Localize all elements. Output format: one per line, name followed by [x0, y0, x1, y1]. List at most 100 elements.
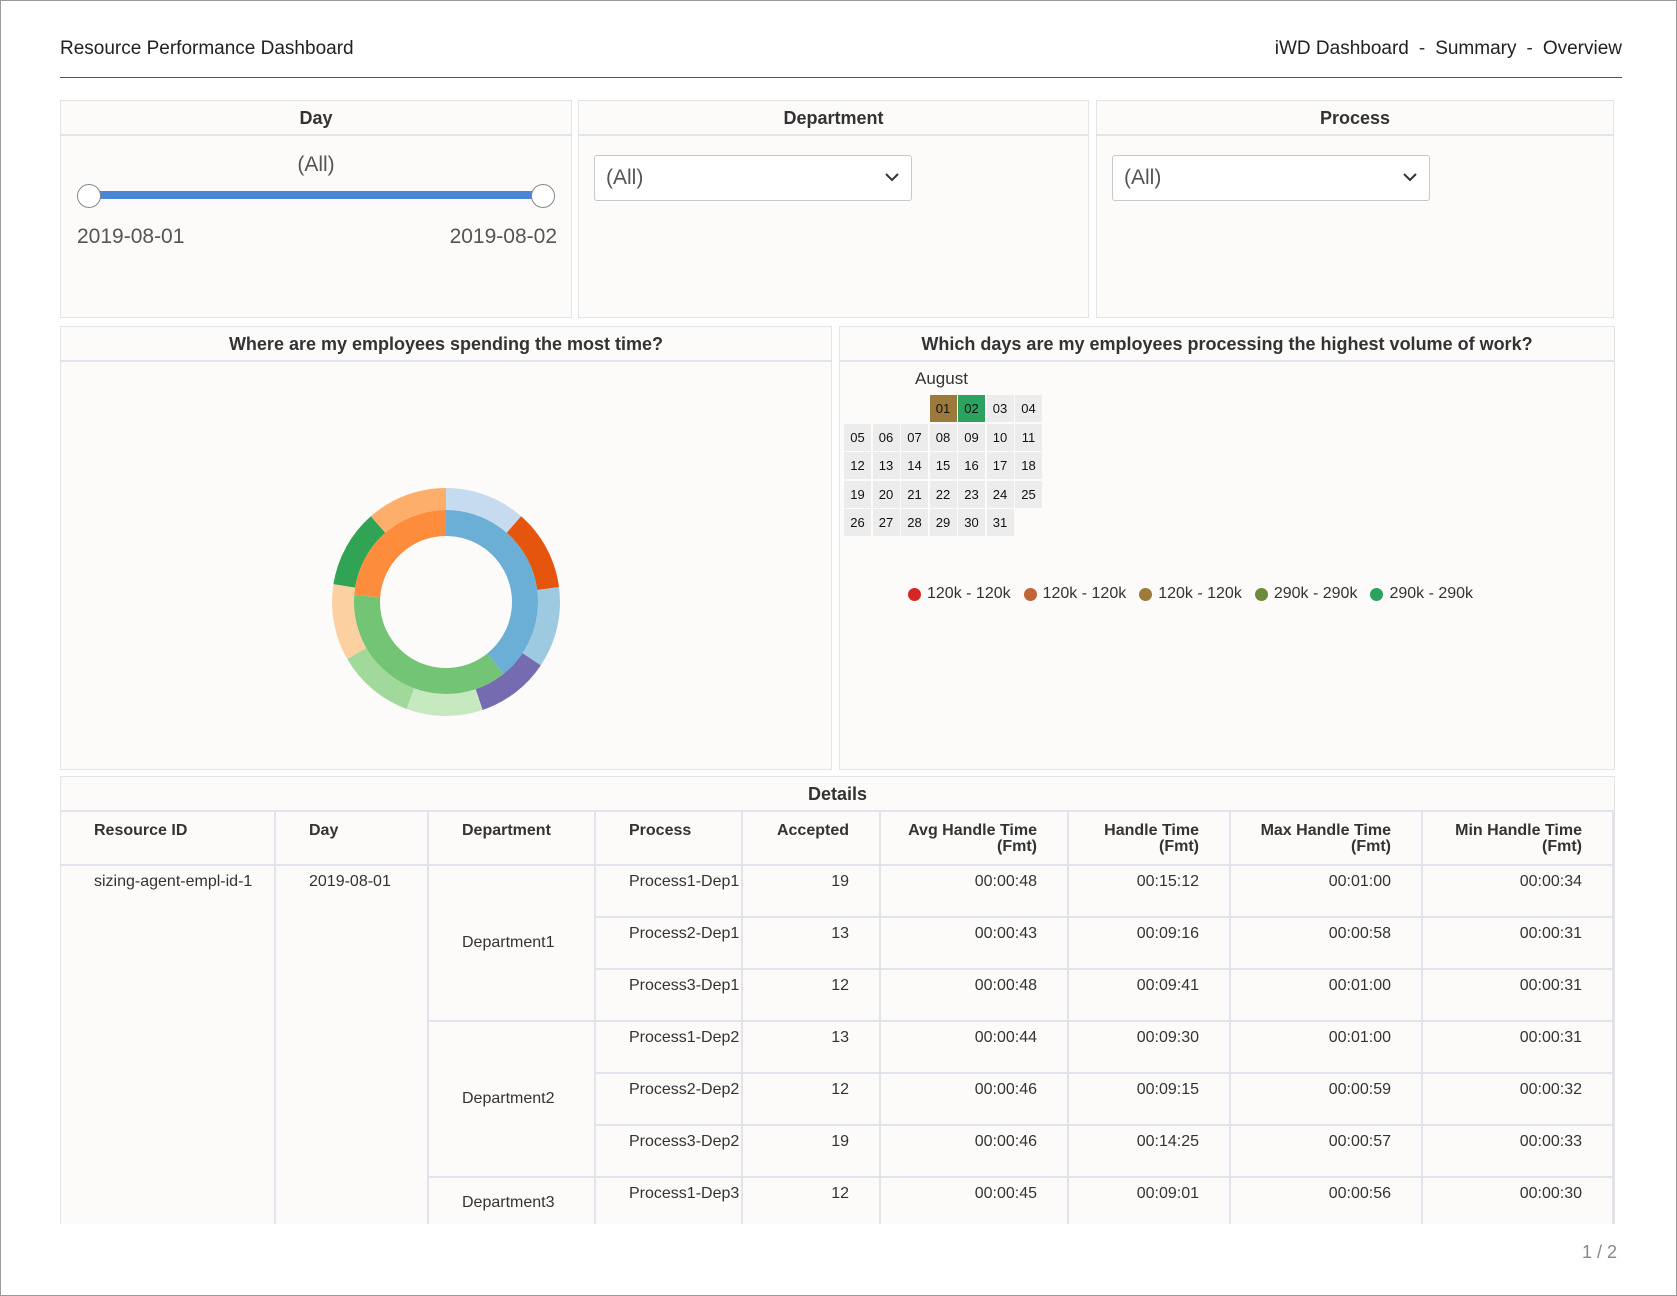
avg-handle-time-cell: 00:00:45 — [880, 1177, 1069, 1224]
volume-calendar-title: Which days are my employees processing t… — [840, 327, 1614, 362]
crumb-summary[interactable]: Summary — [1435, 38, 1517, 59]
calendar-month-label: August — [915, 369, 968, 388]
legend-item[interactable]: 120k - 120k — [1023, 585, 1126, 603]
calendar-day-cell[interactable]: 05 — [844, 423, 871, 451]
donut-inner-slice[interactable] — [354, 510, 446, 598]
crumb-separator: - — [1526, 38, 1533, 59]
legend-label: 120k - 120k — [927, 585, 1011, 602]
calendar-day-cell[interactable]: 09 — [958, 423, 985, 451]
calendar-day-cell[interactable]: 23 — [958, 480, 985, 508]
legend-item[interactable]: 120k - 120k — [1139, 585, 1242, 603]
accepted-cell: 19 — [742, 1125, 881, 1178]
max-handle-time-cell: 00:00:58 — [1230, 917, 1423, 970]
crumb-overview[interactable]: Overview — [1542, 38, 1622, 59]
column-header[interactable]: Min Handle Time (Fmt) — [1422, 812, 1614, 866]
calendar-day-cell[interactable]: 25 — [1015, 480, 1042, 508]
donut-outer-slice[interactable] — [333, 516, 386, 588]
department-select[interactable]: (All) — [594, 155, 912, 201]
accepted-cell: 19 — [742, 865, 881, 918]
day-filter-panel: Day (All) 2019-08-01 2019-08-02 — [60, 100, 572, 318]
legend-swatch — [1023, 587, 1037, 601]
legend-item[interactable]: 290k - 290k — [1370, 585, 1473, 603]
max-handle-time-cell: 00:00:56 — [1230, 1177, 1423, 1224]
donut-outer-slice[interactable] — [370, 488, 446, 533]
calendar-day-cell[interactable]: 22 — [929, 480, 957, 508]
process-select[interactable]: (All) — [1112, 155, 1430, 201]
legend-label: 120k - 120k — [1158, 585, 1242, 602]
calendar-day-cell[interactable]: 21 — [901, 480, 928, 508]
donut-inner-slice[interactable] — [446, 510, 539, 674]
donut-outer-slice[interactable] — [331, 584, 367, 659]
donut-outer-slice[interactable] — [446, 488, 522, 533]
donut-outer-slice[interactable] — [347, 648, 415, 709]
process-cell: Process3-Dep1 — [595, 969, 743, 1022]
donut-outer-slice[interactable] — [506, 516, 560, 590]
calendar-day-cell[interactable]: 31 — [986, 509, 1014, 536]
column-header[interactable]: Department — [428, 812, 596, 866]
process-filter-panel: Process (All) — [1096, 100, 1614, 318]
column-header[interactable]: Process — [595, 812, 743, 866]
max-handle-time-cell: 00:01:00 — [1230, 969, 1423, 1022]
calendar-day-cell[interactable]: 26 — [844, 509, 871, 536]
avg-handle-time-cell: 00:00:44 — [880, 1021, 1069, 1074]
calendar-day-cell[interactable]: 14 — [901, 452, 928, 479]
day-slider-max-handle[interactable] — [531, 184, 555, 208]
process-cell: Process1-Dep1 — [595, 865, 743, 918]
day-filter-title: Day — [61, 101, 571, 136]
calendar-day-cell[interactable]: 02 — [958, 395, 985, 422]
calendar-day-cell[interactable]: 20 — [872, 480, 900, 508]
calendar-day-cell[interactable]: 01 — [929, 395, 957, 422]
details-panel: Details Resource ID Day Department Proce… — [60, 776, 1615, 1224]
process-cell: Process3-Dep2 — [595, 1125, 743, 1178]
calendar-day-cell[interactable]: 28 — [901, 509, 928, 536]
calendar-day-cell[interactable]: 06 — [872, 423, 900, 451]
donut-outer-slice[interactable] — [406, 688, 483, 716]
calendar-day-cell[interactable]: 30 — [958, 509, 985, 536]
process-cell: Process2-Dep1 — [595, 917, 743, 970]
calendar-day-cell[interactable]: 15 — [929, 452, 957, 479]
calendar-day-cell[interactable]: 04 — [1015, 395, 1042, 422]
donut-outer-slice[interactable] — [522, 587, 560, 666]
accepted-cell: 12 — [742, 969, 881, 1022]
legend-swatch — [908, 587, 921, 601]
column-header[interactable]: Accepted — [742, 812, 881, 866]
column-header[interactable]: Handle Time (Fmt) — [1068, 812, 1231, 866]
avg-handle-time-cell: 00:00:46 — [880, 1125, 1069, 1178]
handle-time-cell: 00:15:12 — [1068, 865, 1231, 918]
day-slider-track[interactable] — [89, 191, 545, 199]
column-header[interactable]: Resource ID — [61, 812, 276, 866]
min-handle-time-cell: 00:00:32 — [1422, 1073, 1614, 1126]
calendar-day-cell[interactable]: 11 — [1015, 423, 1042, 451]
day-slider-min-handle[interactable] — [77, 184, 101, 208]
legend-item[interactable]: 120k - 120k — [908, 585, 1011, 603]
calendar-day-cell[interactable]: 16 — [958, 452, 985, 479]
calendar-day-cell[interactable]: 27 — [872, 509, 900, 536]
details-title: Details — [61, 777, 1614, 812]
calendar-day-cell[interactable]: 03 — [986, 395, 1014, 422]
calendar-day-cell[interactable]: 07 — [901, 423, 928, 451]
column-header[interactable]: Day — [275, 812, 429, 866]
donut-inner-slice[interactable] — [354, 595, 504, 694]
calendar-day-cell[interactable]: 10 — [986, 423, 1014, 451]
legend-label: 290k - 290k — [1273, 585, 1358, 602]
volume-calendar-panel: Which days are my employees processing t… — [839, 326, 1615, 770]
calendar-day-cell[interactable]: 19 — [844, 480, 871, 508]
min-handle-time-cell: 00:00:33 — [1422, 1125, 1614, 1178]
calendar-day-cell[interactable]: 17 — [986, 452, 1014, 479]
calendar-day-cell[interactable]: 13 — [872, 452, 900, 479]
column-header[interactable]: Max Handle Time (Fmt) — [1230, 812, 1423, 866]
calendar-day-cell[interactable]: 12 — [844, 452, 871, 479]
calendar-day-cell[interactable]: 18 — [1015, 452, 1042, 479]
column-header[interactable]: Avg Handle Time (Fmt) — [880, 812, 1069, 866]
calendar-day-cell[interactable]: 08 — [929, 423, 957, 451]
table-row: Process2-Dep1 13 00:00:43 00:09:16 00:00:58 0… — [61, 917, 1614, 970]
time-spent-chart-title: Where are my employees spending the most… — [61, 327, 831, 362]
legend-item[interactable]: 290k - 290k — [1254, 585, 1358, 603]
table-row: sizing-agent-empl-id-1 2019-08-01 Departme… — [61, 865, 1614, 1224]
crumb-iwd-dashboard[interactable]: iWD Dashboard — [1274, 38, 1409, 59]
calendar-day-cell[interactable]: 24 — [986, 480, 1014, 508]
calendar-day-cell[interactable]: 29 — [929, 509, 957, 536]
accepted-cell: 12 — [742, 1073, 881, 1126]
donut-outer-slice[interactable] — [475, 653, 541, 710]
department-filter-panel: Department (All) — [578, 100, 1089, 318]
